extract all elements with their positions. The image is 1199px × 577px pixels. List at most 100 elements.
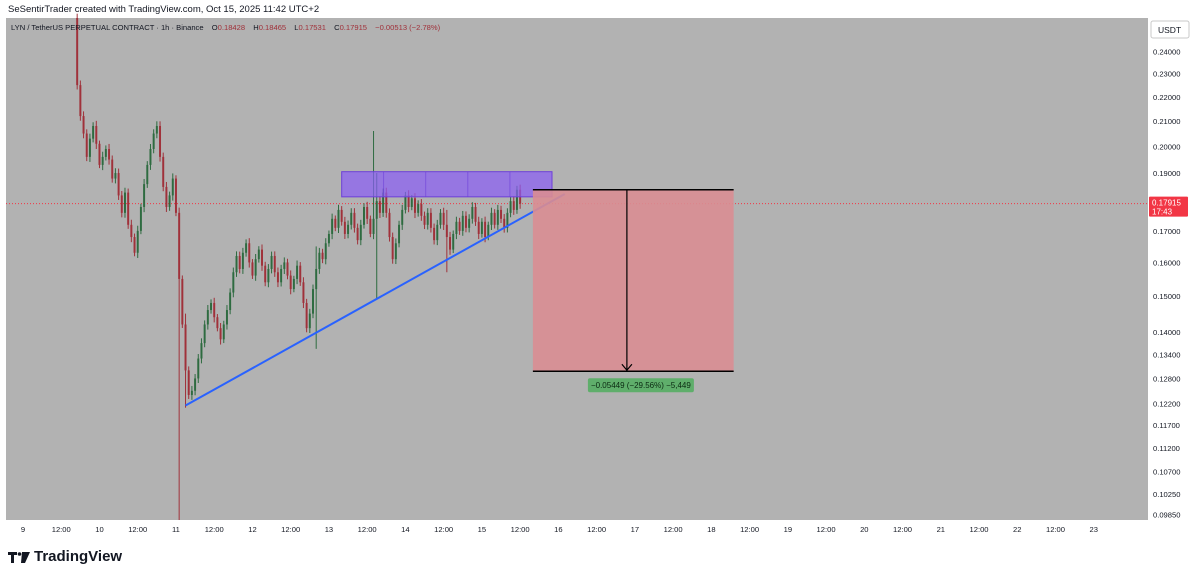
candle-body <box>276 272 279 283</box>
time-tick-label: 19 <box>784 525 792 534</box>
candle-body <box>174 178 177 213</box>
candle-body <box>305 302 308 329</box>
candle-body <box>420 204 423 216</box>
candle-body <box>423 215 426 225</box>
candle-body <box>410 198 413 207</box>
legend-l-label: L <box>294 23 298 32</box>
candle-body <box>359 224 362 241</box>
price-tick-label: 0.19000 <box>1153 169 1180 178</box>
time-tick-label: 12:00 <box>664 525 683 534</box>
time-axis-ticks: 9 12:00 10 12:00 11 12:00 12 12:00 13 12:00 14 12:0… <box>21 525 1098 534</box>
candle-body <box>235 255 238 273</box>
candle-body <box>267 268 270 283</box>
candle-body <box>388 212 391 238</box>
candle-body <box>187 370 190 395</box>
candle-body <box>490 212 493 225</box>
candle-body <box>101 156 104 165</box>
candle-body <box>238 255 241 269</box>
time-tick-label: 10 <box>95 525 103 534</box>
time-tick-label: 12:00 <box>128 525 147 534</box>
candle-body <box>480 221 483 234</box>
currency-button[interactable] <box>1150 20 1190 39</box>
time-tick-label: 16 <box>554 525 562 534</box>
time-tick-label: 22 <box>1013 525 1021 534</box>
candle-body <box>464 215 467 228</box>
candle-body <box>181 278 184 325</box>
candle-body <box>213 302 216 318</box>
time-tick-label: 12:00 <box>358 525 377 534</box>
price-tick-label: 0.11200 <box>1153 444 1180 453</box>
last-price-countdown: 17:43 <box>1152 208 1173 217</box>
ascending-trendline[interactable] <box>185 193 566 407</box>
candle-body <box>372 218 375 234</box>
candle-body <box>127 192 130 225</box>
candle-body <box>133 237 136 253</box>
candle-body <box>487 224 490 238</box>
price-tick-label: 0.13400 <box>1153 351 1180 360</box>
candle-body <box>152 133 155 149</box>
tradingview-logo[interactable]: TradingView <box>8 548 122 565</box>
candle-body <box>168 195 171 207</box>
candle-body <box>426 212 429 225</box>
down-arrow-head-icon <box>621 363 633 372</box>
resistance-box[interactable] <box>341 171 553 198</box>
candle-body <box>280 268 283 283</box>
time-tick-label: 12:00 <box>970 525 989 534</box>
candle-body <box>496 209 499 225</box>
candle-body <box>398 224 401 244</box>
candle-body <box>98 143 101 165</box>
candle-body <box>394 243 397 260</box>
currency-button-label: USDT <box>1158 25 1181 35</box>
candle-body <box>190 390 193 395</box>
candle-body <box>302 282 305 303</box>
candle-body <box>449 237 452 250</box>
candle-body <box>484 221 487 238</box>
price-tick-label: 0.16000 <box>1153 258 1180 267</box>
candle-body <box>391 237 394 260</box>
time-tick-label: 12:00 <box>434 525 453 534</box>
candle-body <box>515 189 518 210</box>
candle-body <box>318 252 321 269</box>
candle-body <box>85 133 88 157</box>
candle-body <box>382 192 385 213</box>
candle-body <box>340 209 343 222</box>
candle-body <box>439 212 442 225</box>
candle-body <box>184 324 187 371</box>
candle-body <box>308 313 311 329</box>
time-tick-label: 17 <box>631 525 639 534</box>
candle-body <box>445 224 448 238</box>
time-tick-label: 12:00 <box>587 525 606 534</box>
price-axis-background <box>1148 18 1199 520</box>
price-tick-label: 0.10700 <box>1153 468 1180 477</box>
last-price-value: 0.17915 <box>1152 199 1181 208</box>
symbol-legend: LYN / TetherUS PERPETUAL CONTRACT · 1h ·… <box>11 23 441 32</box>
candle-body <box>506 212 509 228</box>
time-tick-label: 12:00 <box>281 525 300 534</box>
candle-body <box>88 138 91 157</box>
candle-body <box>461 215 464 231</box>
candle-body <box>146 164 149 185</box>
candle-body <box>197 358 200 379</box>
candle-body <box>509 201 512 213</box>
candle-body <box>327 233 330 244</box>
candle-body <box>194 378 197 391</box>
candle-body <box>500 209 503 219</box>
time-tick-label: 12:00 <box>740 525 759 534</box>
target-zone-box[interactable] <box>532 189 734 372</box>
price-tick-label: 0.17000 <box>1153 227 1180 236</box>
candle-body <box>178 212 181 279</box>
candle-body <box>206 310 209 325</box>
candle-body <box>407 195 410 207</box>
candle-body <box>299 265 302 283</box>
candle-body <box>108 148 111 160</box>
candle-body <box>245 243 248 253</box>
legend-c-label: C <box>334 23 340 32</box>
candle-body <box>104 148 107 157</box>
measure-label-box <box>587 378 694 393</box>
time-tick-label: 13 <box>325 525 333 534</box>
candle-body <box>436 224 439 241</box>
legend-change: −0.00513 (−2.78%) <box>375 23 440 32</box>
candle-body <box>334 218 337 228</box>
candle-body <box>162 156 165 187</box>
